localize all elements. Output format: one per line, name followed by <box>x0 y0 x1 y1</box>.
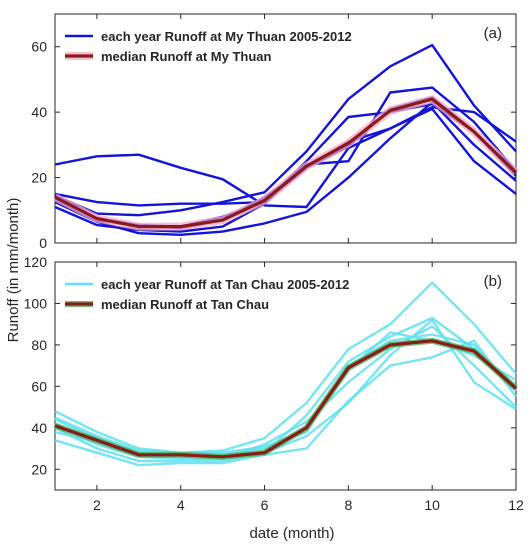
panel-b-ytick-label: 20 <box>31 461 47 477</box>
panel-b-xtick-label: 4 <box>177 497 185 513</box>
panel-b-legend-label-yearly: each year Runoff at Tan Chau 2005-2012 <box>101 277 349 292</box>
panel-a-ytick-label: 0 <box>39 235 47 251</box>
panel-b-ytick-label: 100 <box>24 295 48 311</box>
panel-b-legend-label-median: median Runoff at Tan Chau <box>101 297 269 312</box>
panel-b-ytick-label: 60 <box>31 378 47 394</box>
panel-b-ytick-label: 80 <box>31 337 47 353</box>
panel-b-ytick-label: 120 <box>24 254 48 270</box>
panel-b-label: (b) <box>484 273 502 290</box>
panel-a-yearly-series-1 <box>54 107 517 209</box>
panel-a-yearly-series-3 <box>54 43 517 217</box>
panel-b-chart: 20 40 60 80 100 120 2 4 6 8 10 12 (b) each year Runof… <box>24 254 524 513</box>
panel-a-yearly-series-4 <box>54 102 517 228</box>
panel-b-xtick-label: 8 <box>344 497 352 513</box>
panel-a-ytick-label: 20 <box>31 170 47 186</box>
panel-a-chart: 0 20 40 60 (a) each year Runoff at My Thuan 2… <box>31 13 519 251</box>
panel-b-yearly-series-2 <box>54 339 517 467</box>
panel-a-ytick-label: 40 <box>31 104 47 120</box>
panel-b-xtick-label: 12 <box>508 497 524 513</box>
panel-b-axes-box <box>54 261 517 491</box>
panel-a-label: (a) <box>484 25 502 42</box>
shared-y-axis-label: Runoff (in mm/month) <box>5 198 22 343</box>
panel-a-ytick-label: 60 <box>31 39 47 55</box>
panel-b-ytick-label: 40 <box>31 420 47 436</box>
panel-a-axes-box <box>54 13 517 244</box>
panel-a-legend-label-yearly: each year Runoff at My Thuan 2005-2012 <box>101 29 352 44</box>
panel-b-xtick-label: 6 <box>261 497 269 513</box>
panel-b-median-line <box>54 339 518 459</box>
shared-x-axis-label: date (month) <box>249 525 334 542</box>
panel-b-yearly-series-5 <box>54 318 517 463</box>
panel-a-legend-label-median: median Runoff at My Thuan <box>101 49 272 64</box>
panel-b-xtick-label: 2 <box>93 497 101 513</box>
panel-b-xtick-label: 10 <box>424 497 440 513</box>
panel-b-yearly-series-1 <box>54 281 517 454</box>
panel-a-median-line <box>54 97 518 229</box>
